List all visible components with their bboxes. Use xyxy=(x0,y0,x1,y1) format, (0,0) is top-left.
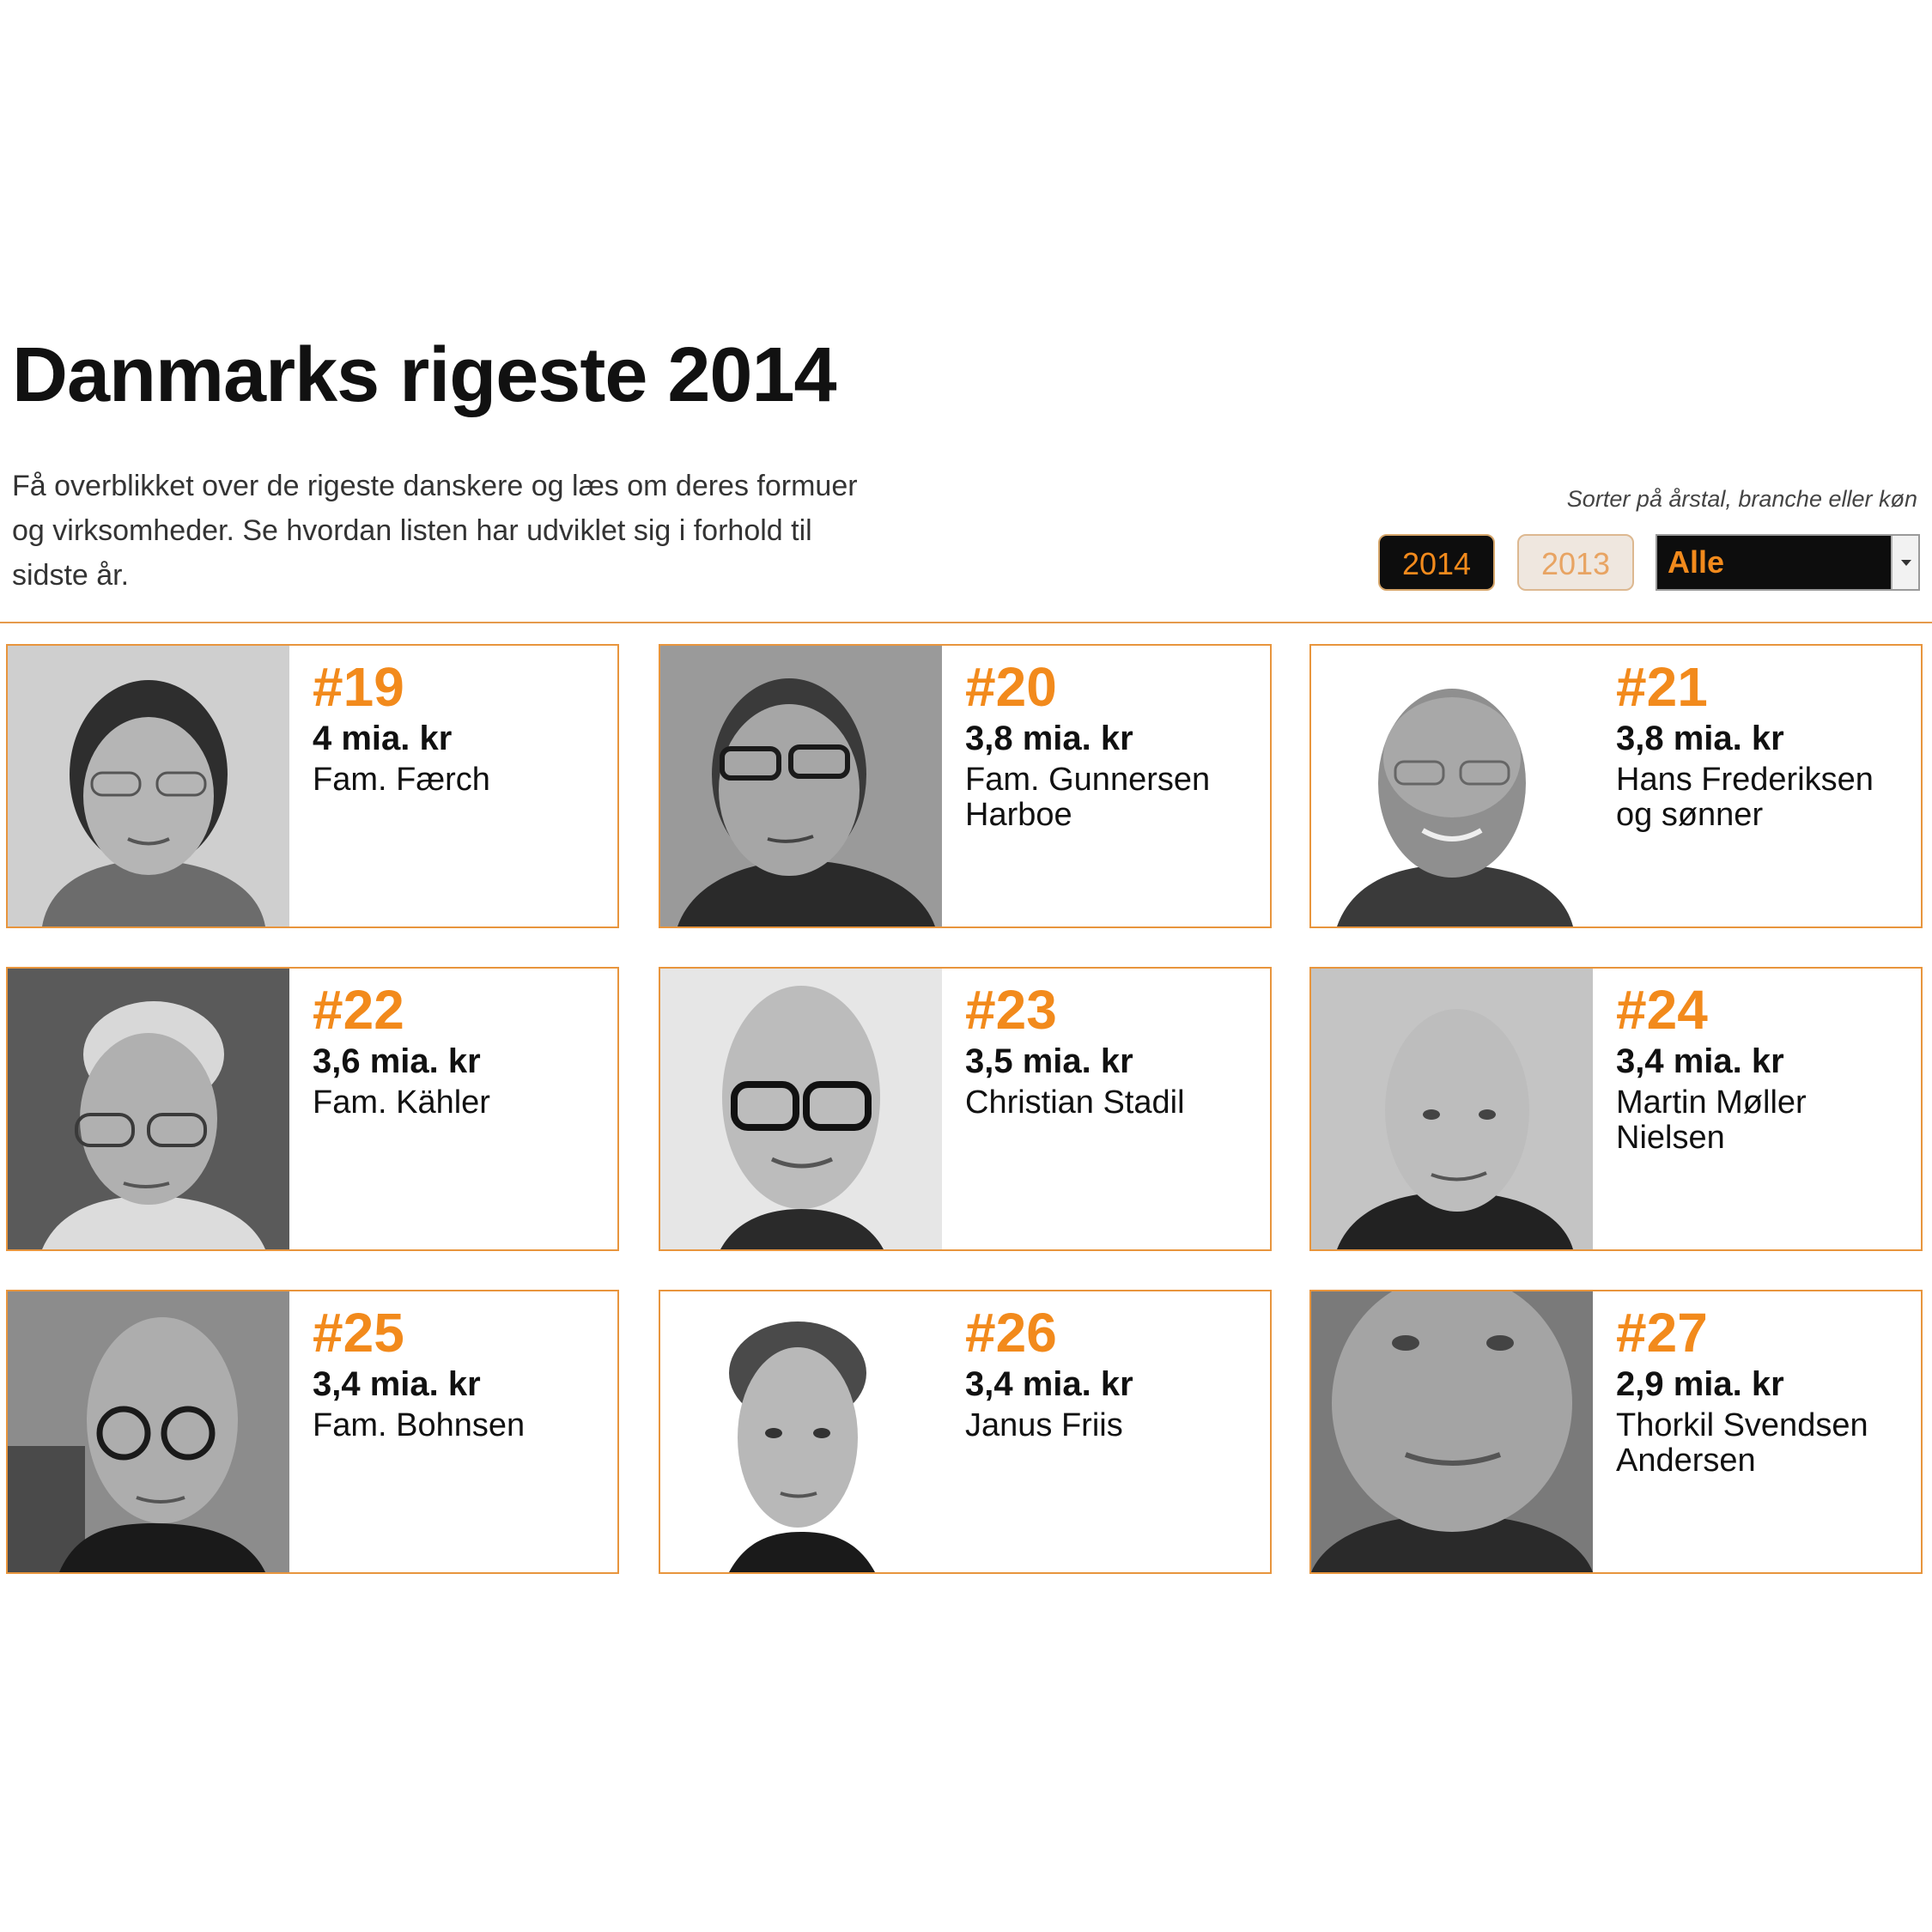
person-info: #21 3,8 mia. kr Hans Frederiksen og sønn… xyxy=(1616,653,1912,833)
fortune-amount: 3,4 mia. kr xyxy=(1616,1042,1784,1080)
person-card[interactable]: #21 3,8 mia. kr Hans Frederiksen og sønn… xyxy=(1309,644,1923,928)
person-card[interactable]: #22 3,6 mia. kr Fam. Kähler xyxy=(6,967,619,1251)
rank-number: #20 xyxy=(965,656,1057,718)
portrait-photo xyxy=(1311,646,1593,927)
person-name: Janus Friis xyxy=(965,1407,1123,1443)
filter-select[interactable]: Alle xyxy=(1656,534,1920,591)
fortune-amount: 3,8 mia. kr xyxy=(965,720,1133,757)
person-card[interactable]: #19 4 mia. kr Fam. Færch xyxy=(6,644,619,928)
person-info: #25 3,4 mia. kr Fam. Bohnsen xyxy=(313,1298,609,1443)
person-name: Fam. Gunnersen Harboe xyxy=(965,762,1211,833)
person-info: #20 3,8 mia. kr Fam. Gunnersen Harboe xyxy=(965,653,1261,833)
portrait-photo xyxy=(660,646,942,927)
person-info: #26 3,4 mia. kr Janus Friis xyxy=(965,1298,1261,1443)
rank-number: #19 xyxy=(313,656,404,718)
portrait-photo xyxy=(660,969,942,1249)
fortune-amount: 3,5 mia. kr xyxy=(965,1042,1133,1080)
person-name: Fam. Kähler xyxy=(313,1084,490,1121)
divider xyxy=(0,622,1932,623)
rank-number: #24 xyxy=(1616,979,1708,1041)
fortune-amount: 3,4 mia. kr xyxy=(313,1365,481,1403)
person-name: Martin Møller Nielsen xyxy=(1616,1084,1807,1156)
person-name: Fam. Bohnsen xyxy=(313,1407,526,1443)
intro-text: Få overblikket over de rigeste danskere … xyxy=(12,470,858,592)
fortune-amount: 3,6 mia. kr xyxy=(313,1042,481,1080)
portrait-photo xyxy=(8,646,289,927)
rank-number: #22 xyxy=(313,979,404,1041)
rank-number: #25 xyxy=(313,1302,404,1364)
person-card[interactable]: #20 3,8 mia. kr Fam. Gunnersen Harboe xyxy=(659,644,1272,928)
person-card[interactable]: #25 3,4 mia. kr Fam. Bohnsen xyxy=(6,1290,619,1574)
fortune-amount: 3,8 mia. kr xyxy=(1616,720,1784,757)
page-title: Danmarks rigeste 2014 xyxy=(12,332,837,418)
fortune-amount: 3,4 mia. kr xyxy=(965,1365,1133,1403)
fortune-amount: 4 mia. kr xyxy=(313,720,453,757)
person-info: #22 3,6 mia. kr Fam. Kähler xyxy=(313,975,609,1121)
year-button-2013[interactable]: 2013 xyxy=(1517,534,1634,591)
chevron-down-icon[interactable] xyxy=(1891,536,1918,589)
sort-label: Sorter på årstal, branche eller køn xyxy=(1566,486,1917,512)
portrait-photo xyxy=(8,969,289,1249)
year-button-2014[interactable]: 2014 xyxy=(1378,534,1495,591)
filter-select-value: Alle xyxy=(1668,544,1725,580)
rank-number: #23 xyxy=(965,979,1057,1041)
person-card[interactable]: #23 3,5 mia. kr Christian Stadil xyxy=(659,967,1272,1251)
portrait-photo xyxy=(8,1291,289,1572)
portrait-photo xyxy=(1311,969,1593,1249)
fortune-amount: 2,9 mia. kr xyxy=(1616,1365,1784,1403)
person-name: Fam. Færch xyxy=(313,762,490,798)
rank-number: #21 xyxy=(1616,656,1708,718)
rank-number: #26 xyxy=(965,1302,1057,1364)
person-card[interactable]: #26 3,4 mia. kr Janus Friis xyxy=(659,1290,1272,1574)
person-info: #19 4 mia. kr Fam. Færch xyxy=(313,653,609,798)
person-name: Hans Frederiksen og sønner xyxy=(1616,762,1874,833)
portrait-photo xyxy=(660,1291,942,1572)
person-card[interactable]: #24 3,4 mia. kr Martin Møller Nielsen xyxy=(1309,967,1923,1251)
person-name: Thorkil Svendsen Andersen xyxy=(1616,1407,1868,1479)
portrait-photo xyxy=(1311,1291,1593,1572)
person-info: #23 3,5 mia. kr Christian Stadil xyxy=(965,975,1261,1121)
person-card[interactable]: #27 2,9 mia. kr Thorkil Svendsen Anderse… xyxy=(1309,1290,1923,1574)
person-name: Christian Stadil xyxy=(965,1084,1185,1121)
person-info: #24 3,4 mia. kr Martin Møller Nielsen xyxy=(1616,975,1912,1156)
person-info: #27 2,9 mia. kr Thorkil Svendsen Anderse… xyxy=(1616,1298,1912,1479)
rank-number: #27 xyxy=(1616,1302,1708,1364)
